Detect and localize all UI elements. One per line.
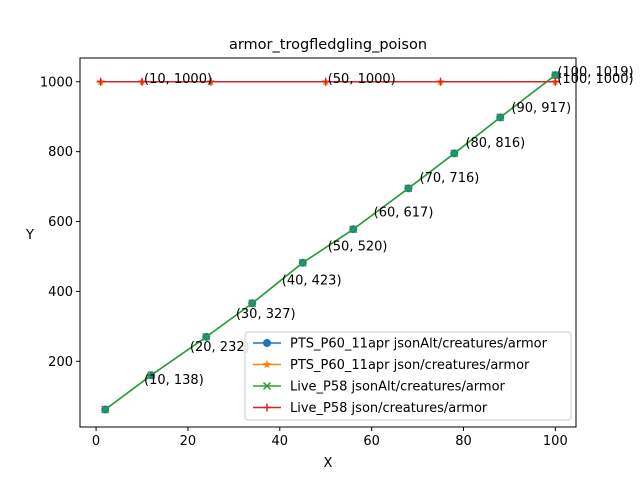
series-4 <box>96 77 560 86</box>
legend-item: Live_P58 jsonAlt/creatures/armor <box>253 380 506 395</box>
y-axis-label: Y <box>25 228 34 243</box>
data-label: (10, 1000) <box>144 72 212 87</box>
legend-label: Live_P58 json/creatures/armor <box>290 401 488 416</box>
legend-item: PTS_P60_11apr jsonAlt/creatures/armor <box>253 337 548 352</box>
series-3 <box>101 71 560 414</box>
data-label: (30, 327) <box>236 307 296 322</box>
data-label: (100, 1000) <box>557 72 633 87</box>
y-tick-label: 1000 <box>40 75 73 90</box>
data-point <box>551 77 560 86</box>
data-point <box>147 371 156 380</box>
data-point <box>138 77 146 86</box>
x-tick-label: 0 <box>92 434 100 449</box>
data-point <box>202 332 211 341</box>
y-tick-label: 800 <box>48 145 73 160</box>
data-point <box>248 299 257 308</box>
legend-item: PTS_P60_11apr json/creatures/armor <box>253 358 530 373</box>
legend-marker <box>263 403 271 412</box>
plot-area: (10, 138) (20, 232) (30, 327) (40, 423) (50,… <box>40 57 634 449</box>
data-label: (50, 1000) <box>328 72 396 87</box>
y-tick-label: 400 <box>48 285 73 300</box>
y-tick-label: 200 <box>48 355 73 370</box>
legend-marker <box>262 360 272 369</box>
data-point <box>551 71 560 80</box>
legend-label: PTS_P60_11apr json/creatures/armor <box>290 358 530 373</box>
legend-marker <box>262 381 272 391</box>
legend-box <box>244 331 572 421</box>
data-label: (80, 816) <box>465 136 525 151</box>
axes-frame <box>79 57 577 428</box>
data-label: (20, 232) <box>190 340 250 355</box>
data-point <box>96 77 105 86</box>
y-tick-label: 600 <box>48 215 73 230</box>
data-point <box>298 258 307 267</box>
x-tick-label: 80 <box>455 434 472 449</box>
data-point <box>101 405 110 414</box>
data-label: (70, 716) <box>420 171 480 186</box>
data-point <box>349 225 358 234</box>
x-tick-label: 100 <box>543 434 568 449</box>
legend-label: PTS_P60_11apr jsonAlt/creatures/armor <box>290 337 548 352</box>
data-point <box>321 77 330 86</box>
data-label: (50, 520) <box>328 239 388 254</box>
data-label: (40, 423) <box>282 273 342 288</box>
data-point <box>496 113 505 122</box>
x-tick-label: 40 <box>272 434 289 449</box>
data-label: (90, 917) <box>511 101 571 116</box>
x-tick-label: 20 <box>180 434 197 449</box>
chart-title: armor_trogfledgling_poison <box>229 37 427 53</box>
legend-label: Live_P58 jsonAlt/creatures/armor <box>290 380 506 395</box>
legend-marker <box>263 339 271 347</box>
x-tick-label: 60 <box>363 434 380 449</box>
series-line <box>104 74 556 411</box>
chart-legend: PTS_P60_11apr jsonAlt/creatures/armor PTS… <box>244 331 572 421</box>
data-label: (10, 138) <box>144 373 204 388</box>
legend-item: Live_P58 json/creatures/armor <box>253 401 488 416</box>
data-label: (60, 617) <box>374 206 434 221</box>
data-point <box>206 77 215 86</box>
data-point <box>450 149 459 158</box>
data-point <box>436 77 445 86</box>
x-axis-label: X <box>324 456 333 471</box>
data-point <box>404 184 413 193</box>
